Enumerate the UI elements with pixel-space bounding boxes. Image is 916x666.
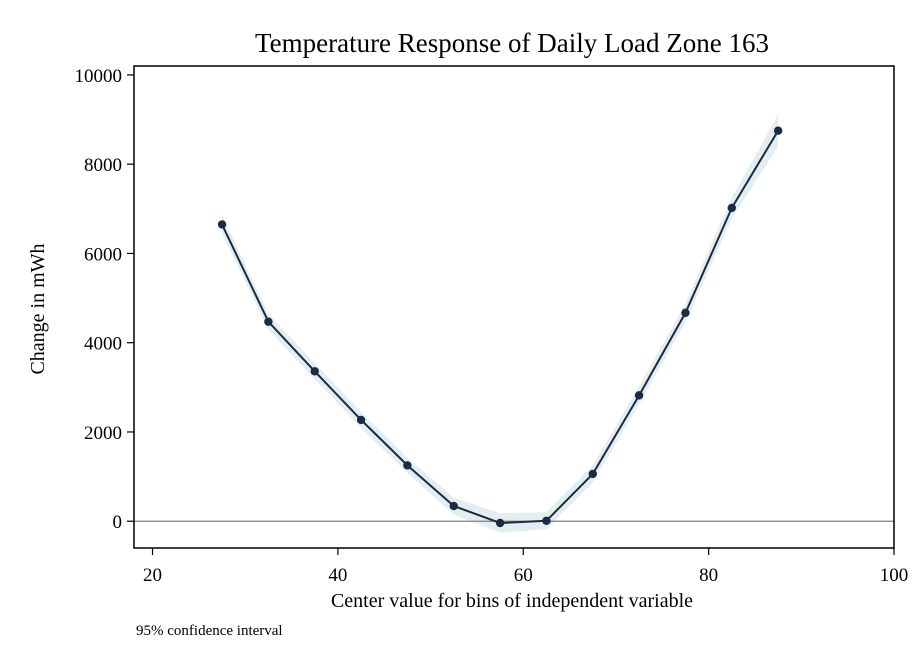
x-tick-label: 20 <box>143 565 162 586</box>
confidence-band <box>222 115 779 533</box>
y-axis: 0 2000 4000 6000 8000 10000 <box>75 66 134 533</box>
y-tick-label: 2000 <box>84 423 122 444</box>
x-axis-label: Center value for bins of independent var… <box>331 590 693 612</box>
data-point <box>310 367 319 376</box>
plot-frame <box>133 65 895 549</box>
y-tick-label: 8000 <box>84 155 122 176</box>
data-point <box>217 220 227 229</box>
data-point <box>634 391 644 400</box>
x-tick-label: 60 <box>514 565 533 586</box>
x-tick-label: 100 <box>880 565 909 586</box>
series-line <box>221 130 779 525</box>
data-point <box>681 308 690 318</box>
chart-title: Temperature Response of Daily Load Zone … <box>255 28 769 58</box>
data-point <box>449 501 458 511</box>
data-point <box>495 518 505 528</box>
data-point <box>727 203 737 213</box>
data-point <box>403 461 412 470</box>
x-tick-label: 80 <box>699 565 718 586</box>
y-tick-label: 10000 <box>75 66 123 87</box>
data-point <box>588 469 597 479</box>
y-tick-label: 0 <box>113 512 123 533</box>
confidence-interval-note: 95% confidence interval <box>136 623 283 639</box>
y-axis-label: Change in mWh <box>27 243 49 374</box>
data-point <box>264 317 273 326</box>
y-tick-label: 6000 <box>84 244 122 265</box>
x-axis: 20 40 60 80 100 <box>143 548 908 586</box>
plot-area <box>134 115 894 533</box>
y-tick-label: 4000 <box>84 334 122 355</box>
data-point <box>356 415 366 425</box>
data-point <box>542 516 551 525</box>
data-point <box>773 126 783 135</box>
x-tick-label: 40 <box>328 565 347 586</box>
